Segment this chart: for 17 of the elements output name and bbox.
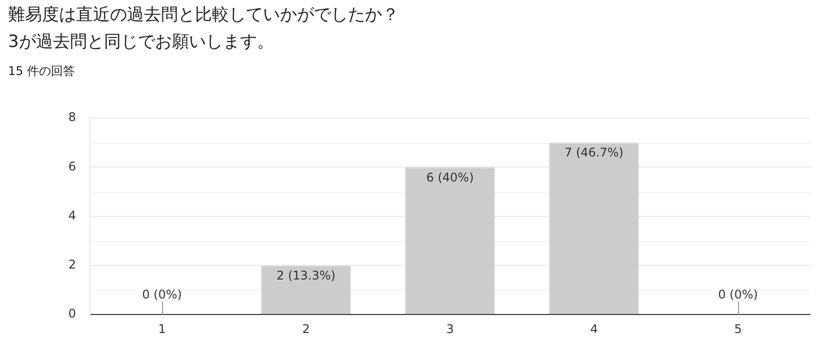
y-tick-label: 4 xyxy=(68,208,76,222)
data-label: 0 (0%) xyxy=(718,288,758,302)
data-label: 7 (46.7%) xyxy=(564,146,624,160)
y-tick-label: 6 xyxy=(68,159,76,174)
chart-title: 難易度は直近の過去問と比較していかがでしたか？ 3が過去問と同じでお願いします。 xyxy=(8,4,399,54)
data-label: 2 (13.3%) xyxy=(276,268,336,283)
x-tick-label: 5 xyxy=(734,322,742,336)
x-tick-label: 3 xyxy=(446,322,454,336)
x-tick-label: 1 xyxy=(158,322,166,336)
x-tick-label: 2 xyxy=(302,322,310,336)
y-tick-label: 8 xyxy=(68,110,76,124)
y-tick-label: 0 xyxy=(68,306,76,321)
chart-subtitle: 15 件の回答 xyxy=(8,63,76,80)
y-tick-label: 2 xyxy=(68,258,76,272)
data-label: 0 (0%) xyxy=(142,288,182,302)
x-tick-label: 4 xyxy=(590,322,598,336)
data-label: 6 (40%) xyxy=(426,170,474,184)
